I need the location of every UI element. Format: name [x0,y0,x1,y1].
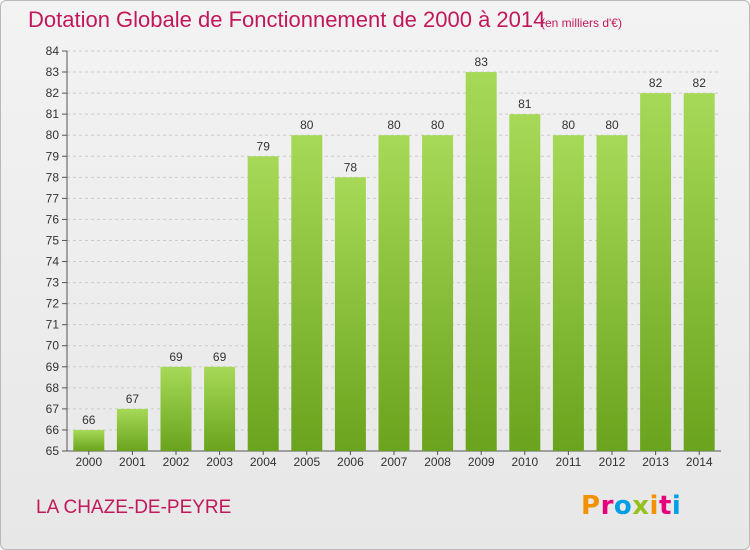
x-tick-label: 2002 [163,455,190,469]
logo-letter: o [613,491,633,521]
bar-2000 [73,429,105,451]
x-axis: 2000 2001 2002 2003 2004 2005 2006 2007 2008 2009… [67,450,721,469]
bar-2008 [422,135,454,452]
y-tick-label: 74 [46,255,60,269]
y-tick-label: 75 [46,233,60,247]
bar-2013 [640,93,672,452]
x-tick-label: 2008 [424,455,451,469]
y-tick-label: 70 [46,339,60,353]
y-tick-label: 82 [46,86,60,100]
chart-subtitle: (en milliers d'€) [541,16,622,30]
y-tick-label: 80 [46,128,60,142]
logo-letter: i [649,491,659,521]
value-label: 79 [257,139,271,153]
logo-letter: x [632,491,650,521]
chart-title: Dotation Globale de Fonctionnement de 20… [28,7,546,32]
bar-2002 [160,366,192,451]
bars [73,72,715,452]
value-label: 66 [82,413,96,427]
logo-letter: i [671,491,682,521]
x-tick-label: 2010 [511,455,538,469]
x-tick-label: 2014 [686,455,713,469]
x-tick-label: 2001 [119,455,146,469]
proxiti-logo: Proxiti [581,491,681,521]
value-label: 80 [387,118,401,132]
x-tick-label: 2003 [206,455,233,469]
bar-2014 [683,93,715,452]
y-tick-label: 84 [46,44,60,58]
y-tick-label: 68 [46,381,60,395]
value-label: 67 [126,392,140,406]
y-tick-label: 71 [46,318,60,332]
y-tick-label: 76 [46,212,60,226]
y-tick-label: 73 [46,276,60,290]
y-tick-label: 67 [46,402,60,416]
y-tick-label: 66 [46,423,60,437]
bar-2011 [552,135,584,452]
y-axis: 65 66 67 68 69 70 71 72 73 74 75 76 77 78 79 80 81 82 83 84 [46,44,68,458]
y-tick-label: 65 [46,444,60,458]
data-labels: 66 67 69 69 79 80 78 80 80 83 81 80 80 82 82 [82,55,706,427]
x-tick-label: 2000 [75,455,102,469]
value-label: 80 [605,118,619,132]
x-tick-label: 2013 [642,455,669,469]
bar-2007 [378,135,410,452]
value-label: 80 [562,118,576,132]
x-tick-label: 2011 [555,455,581,469]
value-label: 83 [475,55,489,69]
x-tick-label: 2012 [599,455,626,469]
value-label: 80 [300,118,314,132]
logo-letter: P [581,491,601,521]
value-label: 69 [213,350,227,364]
bar-2001 [116,408,148,451]
y-tick-label: 79 [46,149,60,163]
bar-2003 [204,366,236,451]
x-tick-label: 2009 [468,455,495,469]
bar-2012 [596,135,628,452]
y-tick-label: 83 [46,65,60,79]
bar-2009 [465,72,497,451]
x-tick-label: 2005 [293,455,320,469]
commune-name: LA CHAZE-DE-PEYRE [36,497,232,518]
bar-2010 [509,114,541,451]
value-label: 82 [693,76,707,90]
y-tick-label: 77 [46,191,60,205]
x-tick-label: 2007 [381,455,408,469]
value-label: 78 [344,160,358,174]
value-label: 81 [518,97,532,111]
bar-2006 [334,177,366,451]
logo-letter: t [658,491,672,521]
value-label: 80 [431,118,445,132]
bar-2004 [247,156,279,451]
logo-letter: r [600,491,614,521]
y-tick-label: 72 [46,297,60,311]
x-tick-label: 2006 [337,455,364,469]
y-tick-label: 78 [46,170,60,184]
bar-2005 [291,135,323,452]
value-label: 82 [649,76,663,90]
value-label: 69 [169,350,183,364]
y-tick-label: 81 [46,107,60,121]
x-tick-label: 2004 [250,455,277,469]
y-tick-label: 69 [46,360,60,374]
